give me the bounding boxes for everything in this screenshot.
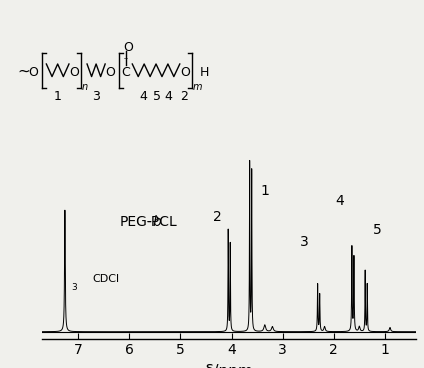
Text: ~: ~ [17, 64, 30, 78]
X-axis label: δ/ppm: δ/ppm [204, 364, 254, 368]
Text: 5: 5 [153, 90, 161, 103]
Text: 3: 3 [71, 283, 77, 292]
Text: 5: 5 [373, 223, 382, 237]
Text: O: O [180, 66, 190, 78]
Text: 3: 3 [300, 236, 309, 250]
Text: 2: 2 [213, 210, 222, 224]
Text: CDCl: CDCl [92, 274, 120, 284]
Text: 3: 3 [92, 90, 100, 103]
Text: O: O [28, 66, 38, 78]
Text: 4: 4 [165, 90, 173, 103]
Text: 1: 1 [260, 184, 269, 198]
Text: O: O [69, 66, 79, 78]
Text: C: C [121, 66, 130, 78]
Text: 4: 4 [335, 194, 344, 208]
Text: $b$: $b$ [152, 214, 162, 229]
Text: n: n [82, 82, 88, 92]
Text: O: O [105, 66, 115, 78]
Text: 4: 4 [139, 90, 148, 103]
Text: m: m [193, 82, 202, 92]
Text: PEG-: PEG- [120, 215, 152, 229]
Text: 1: 1 [54, 90, 61, 103]
Text: H: H [200, 66, 209, 78]
Text: -PCL: -PCL [146, 215, 177, 229]
Text: O: O [123, 41, 133, 54]
Text: 2: 2 [180, 90, 188, 103]
